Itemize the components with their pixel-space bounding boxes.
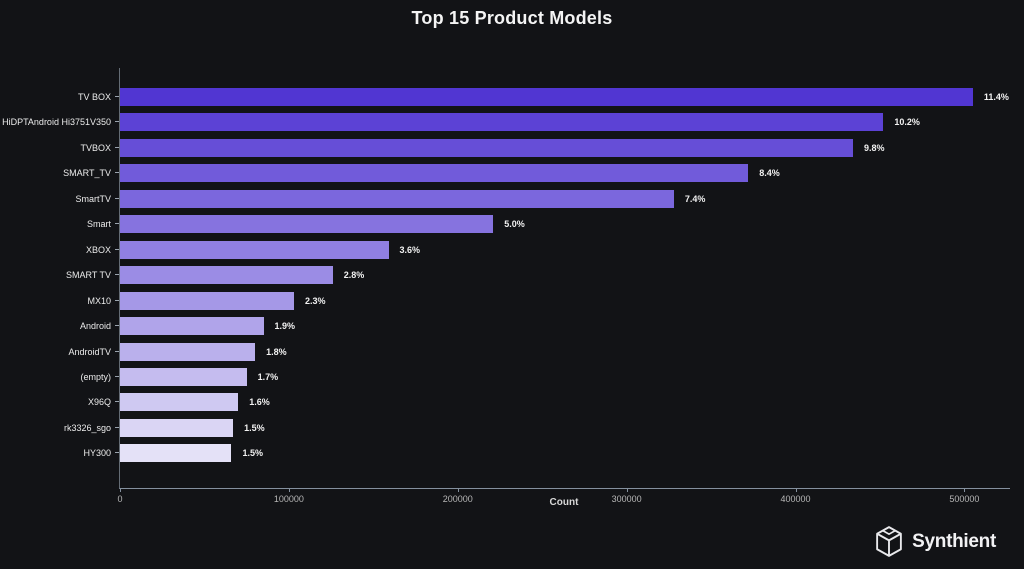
bar — [120, 291, 294, 310]
bar-value-label: 2.3% — [304, 295, 326, 306]
y-axis-label: HiDPTAndroid Hi3751V350 — [2, 117, 111, 128]
x-axis-tick-label: 400000 — [780, 494, 811, 504]
brand-name: Synthient — [912, 530, 996, 552]
bar-value-label: 5.0% — [504, 219, 525, 230]
bar-value-label: 1.9% — [274, 321, 296, 332]
y-axis-label: TV BOX — [77, 92, 111, 102]
bar-value-label: 10.2% — [894, 117, 920, 128]
bar-row: HY300 1.5% — [83, 444, 1010, 463]
y-axis-label: X96Q — [87, 397, 111, 408]
y-axis-tick — [115, 375, 119, 377]
x-axis-title: Count — [549, 497, 579, 508]
bar-row: SMART_TV 8.4% — [63, 164, 1010, 183]
bar — [120, 164, 749, 183]
bar — [120, 138, 853, 157]
y-axis-label: MX10 — [87, 295, 111, 306]
x-axis-tick — [795, 488, 797, 492]
x-axis-tick — [120, 488, 121, 492]
bar — [120, 444, 232, 463]
bar-row: SmartTV 7.4% — [75, 189, 1010, 208]
bar-value-label: 2.8% — [343, 270, 365, 281]
x-axis-tick-label: 200000 — [442, 494, 473, 504]
bar — [120, 317, 264, 336]
bar-value-label: 7.4% — [684, 193, 706, 204]
bar-value-label: 11.4% — [983, 92, 1009, 102]
y-axis-tick — [115, 350, 119, 352]
bar-row: TVBOX 9.8% — [80, 138, 1010, 157]
bar — [120, 189, 674, 208]
bar-value-label: 1.6% — [249, 397, 270, 408]
y-axis-tick — [115, 223, 119, 225]
bar-row: Android 1.9% — [80, 317, 1010, 336]
bar-value-label: 3.6% — [399, 244, 421, 255]
bar-value-label: 8.4% — [759, 168, 780, 179]
bar-value-label: 9.8% — [863, 142, 885, 153]
x-axis-tick — [457, 488, 459, 492]
y-axis-tick — [115, 401, 119, 403]
y-axis-tick — [115, 197, 119, 199]
bar — [120, 215, 494, 234]
y-axis-tick — [115, 146, 119, 148]
y-axis-tick — [115, 325, 119, 327]
y-axis-label: Smart — [86, 219, 111, 230]
y-axis-tick — [115, 426, 119, 428]
y-axis-label: Android — [79, 321, 111, 332]
bar — [120, 418, 234, 437]
bar-row: HiDPTAndroid Hi3751V350 10.2% — [2, 113, 1010, 132]
bar — [120, 113, 884, 132]
y-axis-label: HY300 — [83, 448, 111, 459]
plot-area: TV BOX 11.4% HiDPTAndroid Hi3751V350 10.2% T… — [2, 68, 1010, 504]
bar-value-label: 1.7% — [257, 371, 279, 382]
x-axis-tick — [288, 488, 290, 492]
y-axis-label: SMART TV — [65, 270, 111, 281]
y-axis-tick — [115, 121, 119, 123]
y-axis-label: XBOX — [85, 244, 111, 255]
bar — [120, 367, 247, 386]
x-axis-tick — [964, 488, 966, 492]
x-axis-tick-label: 500000 — [949, 494, 980, 504]
x-axis-tick-label: 300000 — [611, 494, 642, 504]
bar-value-label: 1.5% — [244, 422, 265, 433]
bar-row: X96Q 1.6% — [88, 393, 1010, 412]
x-axis-tick-label: 100000 — [273, 494, 304, 504]
x-axis-tick-label: 0 — [117, 494, 123, 504]
y-axis-label: SMART_TV — [63, 168, 111, 179]
bar-row: XBOX 3.6% — [86, 240, 1010, 259]
bar-row: SMART TV 2.8% — [66, 266, 1010, 285]
synthient-logo-icon — [874, 525, 904, 558]
y-axis-tick — [115, 248, 119, 250]
synthient-logo: Synthient — [874, 525, 996, 558]
bar-row: MX10 2.3% — [87, 291, 1010, 310]
y-axis-label: (empty) — [80, 371, 111, 382]
bar-value-label: 1.8% — [266, 346, 287, 357]
bar-row: TV BOX 11.4% — [78, 88, 1010, 106]
y-axis-label: AndroidTV — [68, 346, 111, 357]
y-axis-tick — [115, 96, 119, 97]
y-axis-tick — [115, 452, 119, 454]
y-axis-tick — [115, 299, 119, 301]
bar — [120, 393, 239, 412]
bar — [120, 266, 333, 285]
y-axis-label: SmartTV — [75, 193, 111, 204]
bar-row: Smart 5.0% — [87, 215, 1010, 234]
chart-title: Top 15 Product Models — [411, 8, 613, 28]
bar-row: (empty) 1.7% — [80, 367, 1010, 386]
y-axis-label: rk3326_sgo — [63, 422, 111, 433]
bar-row: AndroidTV 1.8% — [68, 342, 1010, 361]
x-axis-tick — [626, 488, 628, 492]
bar — [120, 342, 256, 361]
bar-row: rk3326_sgo 1.5% — [64, 418, 1010, 437]
y-axis-tick — [115, 172, 119, 174]
y-axis-tick — [115, 274, 119, 276]
y-axis-label: TVBOX — [80, 142, 111, 153]
bar-value-label: 1.5% — [242, 448, 263, 459]
bar — [120, 88, 973, 106]
bar — [120, 240, 389, 259]
